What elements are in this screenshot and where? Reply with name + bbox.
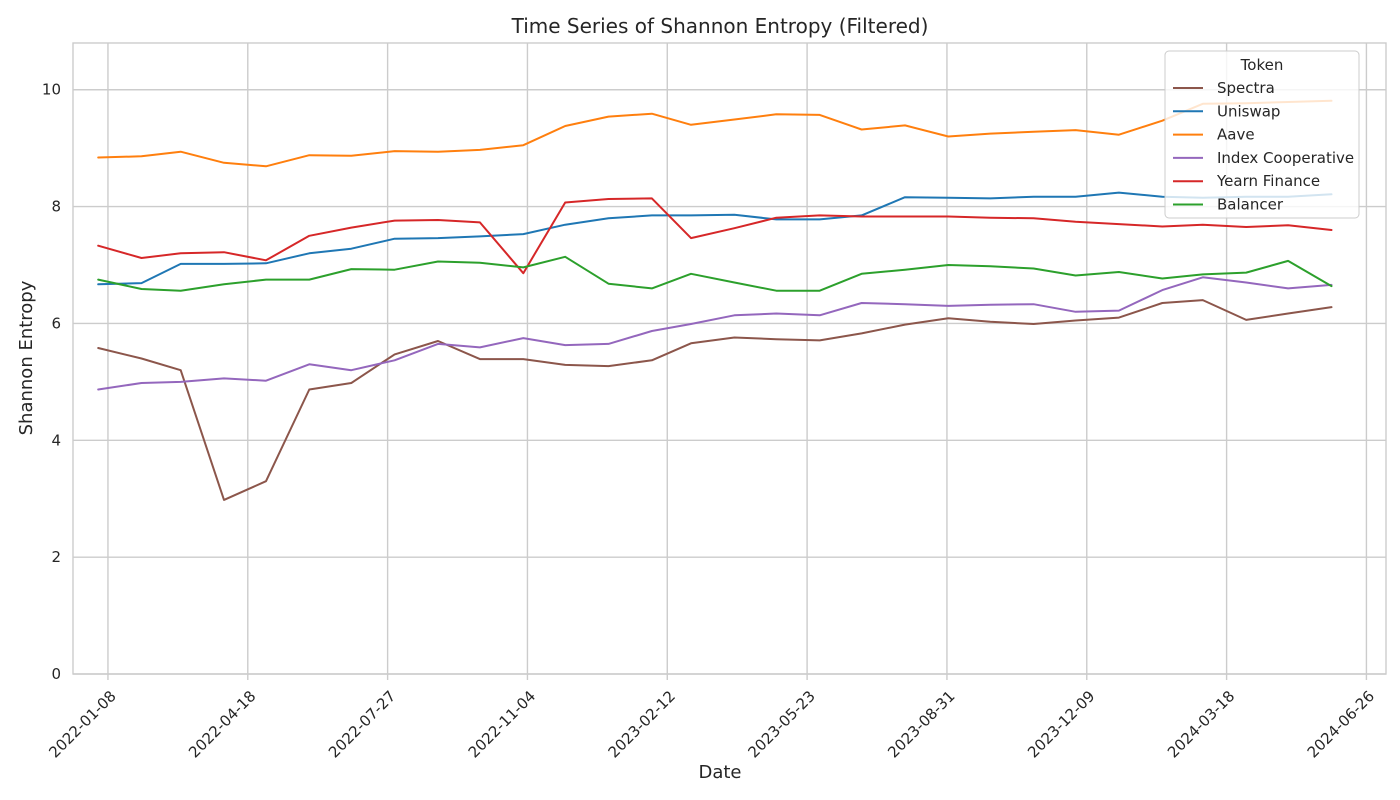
chart-title: Time Series of Shannon Entropy (Filtered… <box>511 14 929 38</box>
y-tick-label: 2 <box>51 548 61 566</box>
x-tick-label: 2024-03-18 <box>1164 687 1238 761</box>
x-tick-label: 2023-08-31 <box>884 687 958 761</box>
y-tick-label: 6 <box>51 314 61 332</box>
x-tick-label: 2022-01-08 <box>45 687 119 761</box>
legend-title: Token <box>1240 56 1284 74</box>
x-tick-label: 2022-04-18 <box>185 687 259 761</box>
legend-label-uniswap: Uniswap <box>1217 102 1280 120</box>
legend-box <box>1164 50 1360 219</box>
legend-label-yearn-finance: Yearn Finance <box>1216 172 1320 190</box>
x-axis-title: Date <box>698 762 741 783</box>
y-tick-label: 0 <box>51 665 61 683</box>
legend: Token Spectra Uniswap Aave Index Cooperativ… <box>1164 50 1360 219</box>
series-line-uniswap <box>97 191 1333 286</box>
series-line-balancer <box>97 255 1333 292</box>
series-lines <box>97 99 1333 501</box>
legend-label-spectra: Spectra <box>1217 79 1275 97</box>
legend-label-balancer: Balancer <box>1217 196 1284 214</box>
series-line-index-cooperative <box>97 276 1333 391</box>
series-line-yearn-finance <box>97 197 1333 275</box>
y-tick-label: 10 <box>42 81 61 99</box>
legend-items: Spectra Uniswap Aave Index Cooperative Yearn… <box>1173 79 1354 214</box>
y-axis: 0 2 4 6 8 10 <box>42 81 61 683</box>
plot-frame <box>72 42 1387 675</box>
x-tick-label: 2022-11-04 <box>465 687 539 761</box>
x-axis: 2022-01-08 2022-04-18 2022-07-27 2022-11-04… <box>45 674 1378 761</box>
series-line-aave <box>97 99 1333 168</box>
y-axis-title: Shannon Entropy <box>16 280 37 435</box>
x-tick-label: 2023-05-23 <box>744 687 818 761</box>
x-tick-label: 2022-07-27 <box>325 687 399 761</box>
x-tick-label: 2023-12-09 <box>1024 687 1098 761</box>
legend-label-index-cooperative: Index Cooperative <box>1217 149 1354 167</box>
legend-label-aave: Aave <box>1217 126 1255 144</box>
grid <box>73 43 1386 675</box>
x-tick-label: 2023-02-12 <box>605 687 679 761</box>
series-line-spectra <box>97 299 1333 501</box>
x-tick-label: 2024-06-26 <box>1304 687 1378 761</box>
y-tick-label: 8 <box>51 198 61 216</box>
y-tick-label: 4 <box>51 431 61 449</box>
